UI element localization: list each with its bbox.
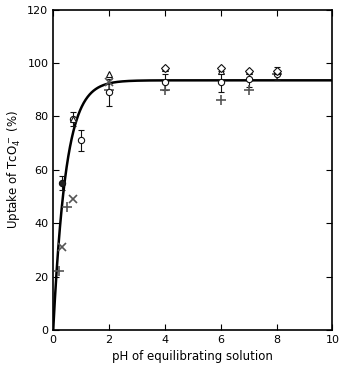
X-axis label: pH of equilibrating solution: pH of equilibrating solution xyxy=(112,351,273,363)
Y-axis label: Uptake of TcO$_4^-$ (%): Uptake of TcO$_4^-$ (%) xyxy=(6,110,23,230)
